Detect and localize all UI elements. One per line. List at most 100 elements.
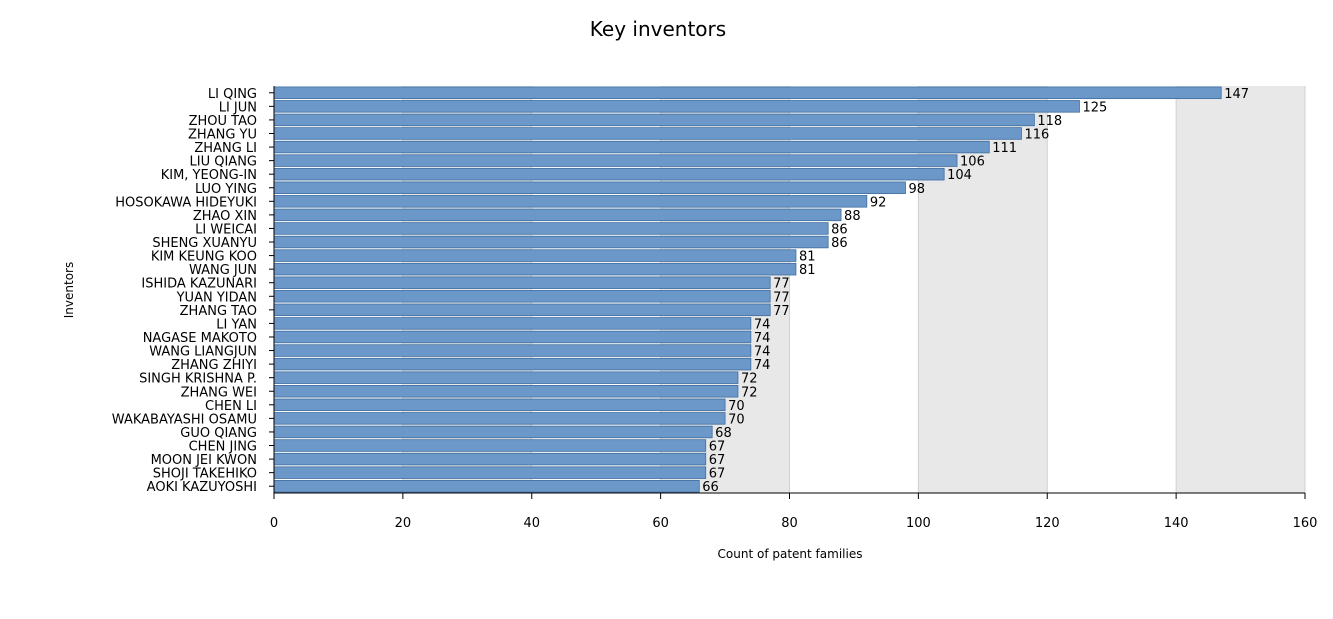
data-label: 72 <box>741 372 758 387</box>
bar <box>273 181 906 194</box>
data-label: 111 <box>992 141 1017 156</box>
data-label: 72 <box>741 385 758 400</box>
data-label: 98 <box>908 182 925 197</box>
x-tick-label: 100 <box>906 516 931 531</box>
data-label: 77 <box>773 290 790 305</box>
data-labels: 1471251181161111061049892888686818177777… <box>702 87 1249 495</box>
background-band <box>918 86 1048 493</box>
x-tick-label: 140 <box>1164 516 1189 531</box>
data-label: 67 <box>709 467 726 482</box>
data-label: 125 <box>1082 100 1107 115</box>
y-tick-label: WAKABAYASHI OSAMU <box>112 412 257 427</box>
bar <box>273 344 752 357</box>
x-tick-label: 120 <box>1035 516 1060 531</box>
y-tick-label: LI YAN <box>216 317 257 332</box>
y-tick-label: ZHANG YU <box>188 127 257 142</box>
y-tick-label: WANG JUN <box>189 263 257 278</box>
data-label: 118 <box>1037 114 1062 129</box>
y-tick-label: ZHAO XIN <box>193 209 257 224</box>
data-label: 74 <box>754 317 771 332</box>
bar <box>273 412 726 425</box>
bar <box>273 479 700 493</box>
bar <box>273 452 707 466</box>
y-tick-label: ZHANG WEI <box>181 385 257 400</box>
bar <box>273 330 752 344</box>
background-band <box>402 86 532 493</box>
y-tick-label: GUO QIANG <box>180 426 257 441</box>
bar <box>273 317 752 330</box>
data-label: 106 <box>960 155 985 170</box>
data-label: 77 <box>773 277 790 292</box>
background-band <box>660 86 790 493</box>
bar <box>273 113 1035 127</box>
bar <box>273 371 739 384</box>
bar <box>273 425 713 439</box>
data-label: 104 <box>947 168 972 183</box>
y-tick-label: LI JUN <box>219 100 257 115</box>
x-axis-label: Count of patent families <box>718 547 863 561</box>
bar <box>273 357 752 371</box>
x-tick-label: 160 <box>1293 516 1318 531</box>
y-tick-label: LI WEICAI <box>195 222 257 237</box>
y-tick-label: ZHANG LI <box>194 141 257 156</box>
bar <box>273 86 1222 100</box>
data-label: 147 <box>1224 87 1249 102</box>
data-label: 88 <box>844 209 861 224</box>
x-tick-labels: 0 20 40 60 80 100 120 140 160 <box>270 493 1318 531</box>
y-tick-label: KIM KEUNG KOO <box>151 250 257 265</box>
data-label: 86 <box>831 222 848 237</box>
background-bands <box>402 86 1305 493</box>
y-tick-label: LIU QIANG <box>190 155 257 170</box>
bar <box>273 140 990 154</box>
y-tick-label: CHEN LI <box>205 399 257 414</box>
y-tick-label: KIM, YEONG-IN <box>161 168 257 183</box>
background-band <box>1176 86 1305 493</box>
data-label: 86 <box>831 236 848 251</box>
x-tick-label: 20 <box>395 516 412 531</box>
x-tick-label: 60 <box>652 516 669 531</box>
x-tick-label: 0 <box>270 516 278 531</box>
bar <box>273 262 797 276</box>
y-tick-label: CHEN JING <box>189 440 257 455</box>
y-tick-label: MOON JEI KWON <box>151 453 257 468</box>
data-label: 74 <box>754 358 771 373</box>
x-tick-label: 40 <box>523 516 540 531</box>
data-label: 70 <box>728 399 745 414</box>
y-tick-label: HOSOKAWA HIDEYUKI <box>115 195 257 210</box>
bar <box>273 398 726 412</box>
bar <box>273 439 707 452</box>
bar <box>273 235 829 249</box>
bar <box>273 127 1022 140</box>
y-tick-label: AOKI KAZUYOSHI <box>147 480 257 495</box>
data-label: 74 <box>754 331 771 346</box>
y-tick-label: ZHOU TAO <box>189 114 257 129</box>
data-label: 70 <box>728 412 745 427</box>
data-label: 68 <box>715 426 732 441</box>
y-tick-label: LUO YING <box>195 182 257 197</box>
bar <box>273 100 1080 113</box>
data-label: 67 <box>709 440 726 455</box>
bar <box>273 303 771 317</box>
data-label: 92 <box>870 195 887 210</box>
data-label: 74 <box>754 345 771 360</box>
data-label: 66 <box>702 480 719 495</box>
bar <box>273 222 829 235</box>
y-tick-label: SHOJI TAKEHIKO <box>153 467 257 482</box>
bar <box>273 208 842 222</box>
bar <box>273 195 868 208</box>
bar <box>273 249 797 262</box>
data-label: 116 <box>1024 127 1049 142</box>
bar <box>273 385 739 398</box>
x-tick-label: 80 <box>781 516 798 531</box>
y-tick-label: YUAN YIDAN <box>176 290 257 305</box>
bar <box>273 276 771 289</box>
bar <box>273 466 707 479</box>
y-tick-label: SHENG XUANYU <box>152 236 257 251</box>
chart-title: Key inventors <box>589 17 727 41</box>
bars <box>273 86 1222 493</box>
y-axis-label: Inventors <box>62 262 76 318</box>
gridlines <box>402 86 1306 493</box>
data-label: 81 <box>799 263 816 278</box>
